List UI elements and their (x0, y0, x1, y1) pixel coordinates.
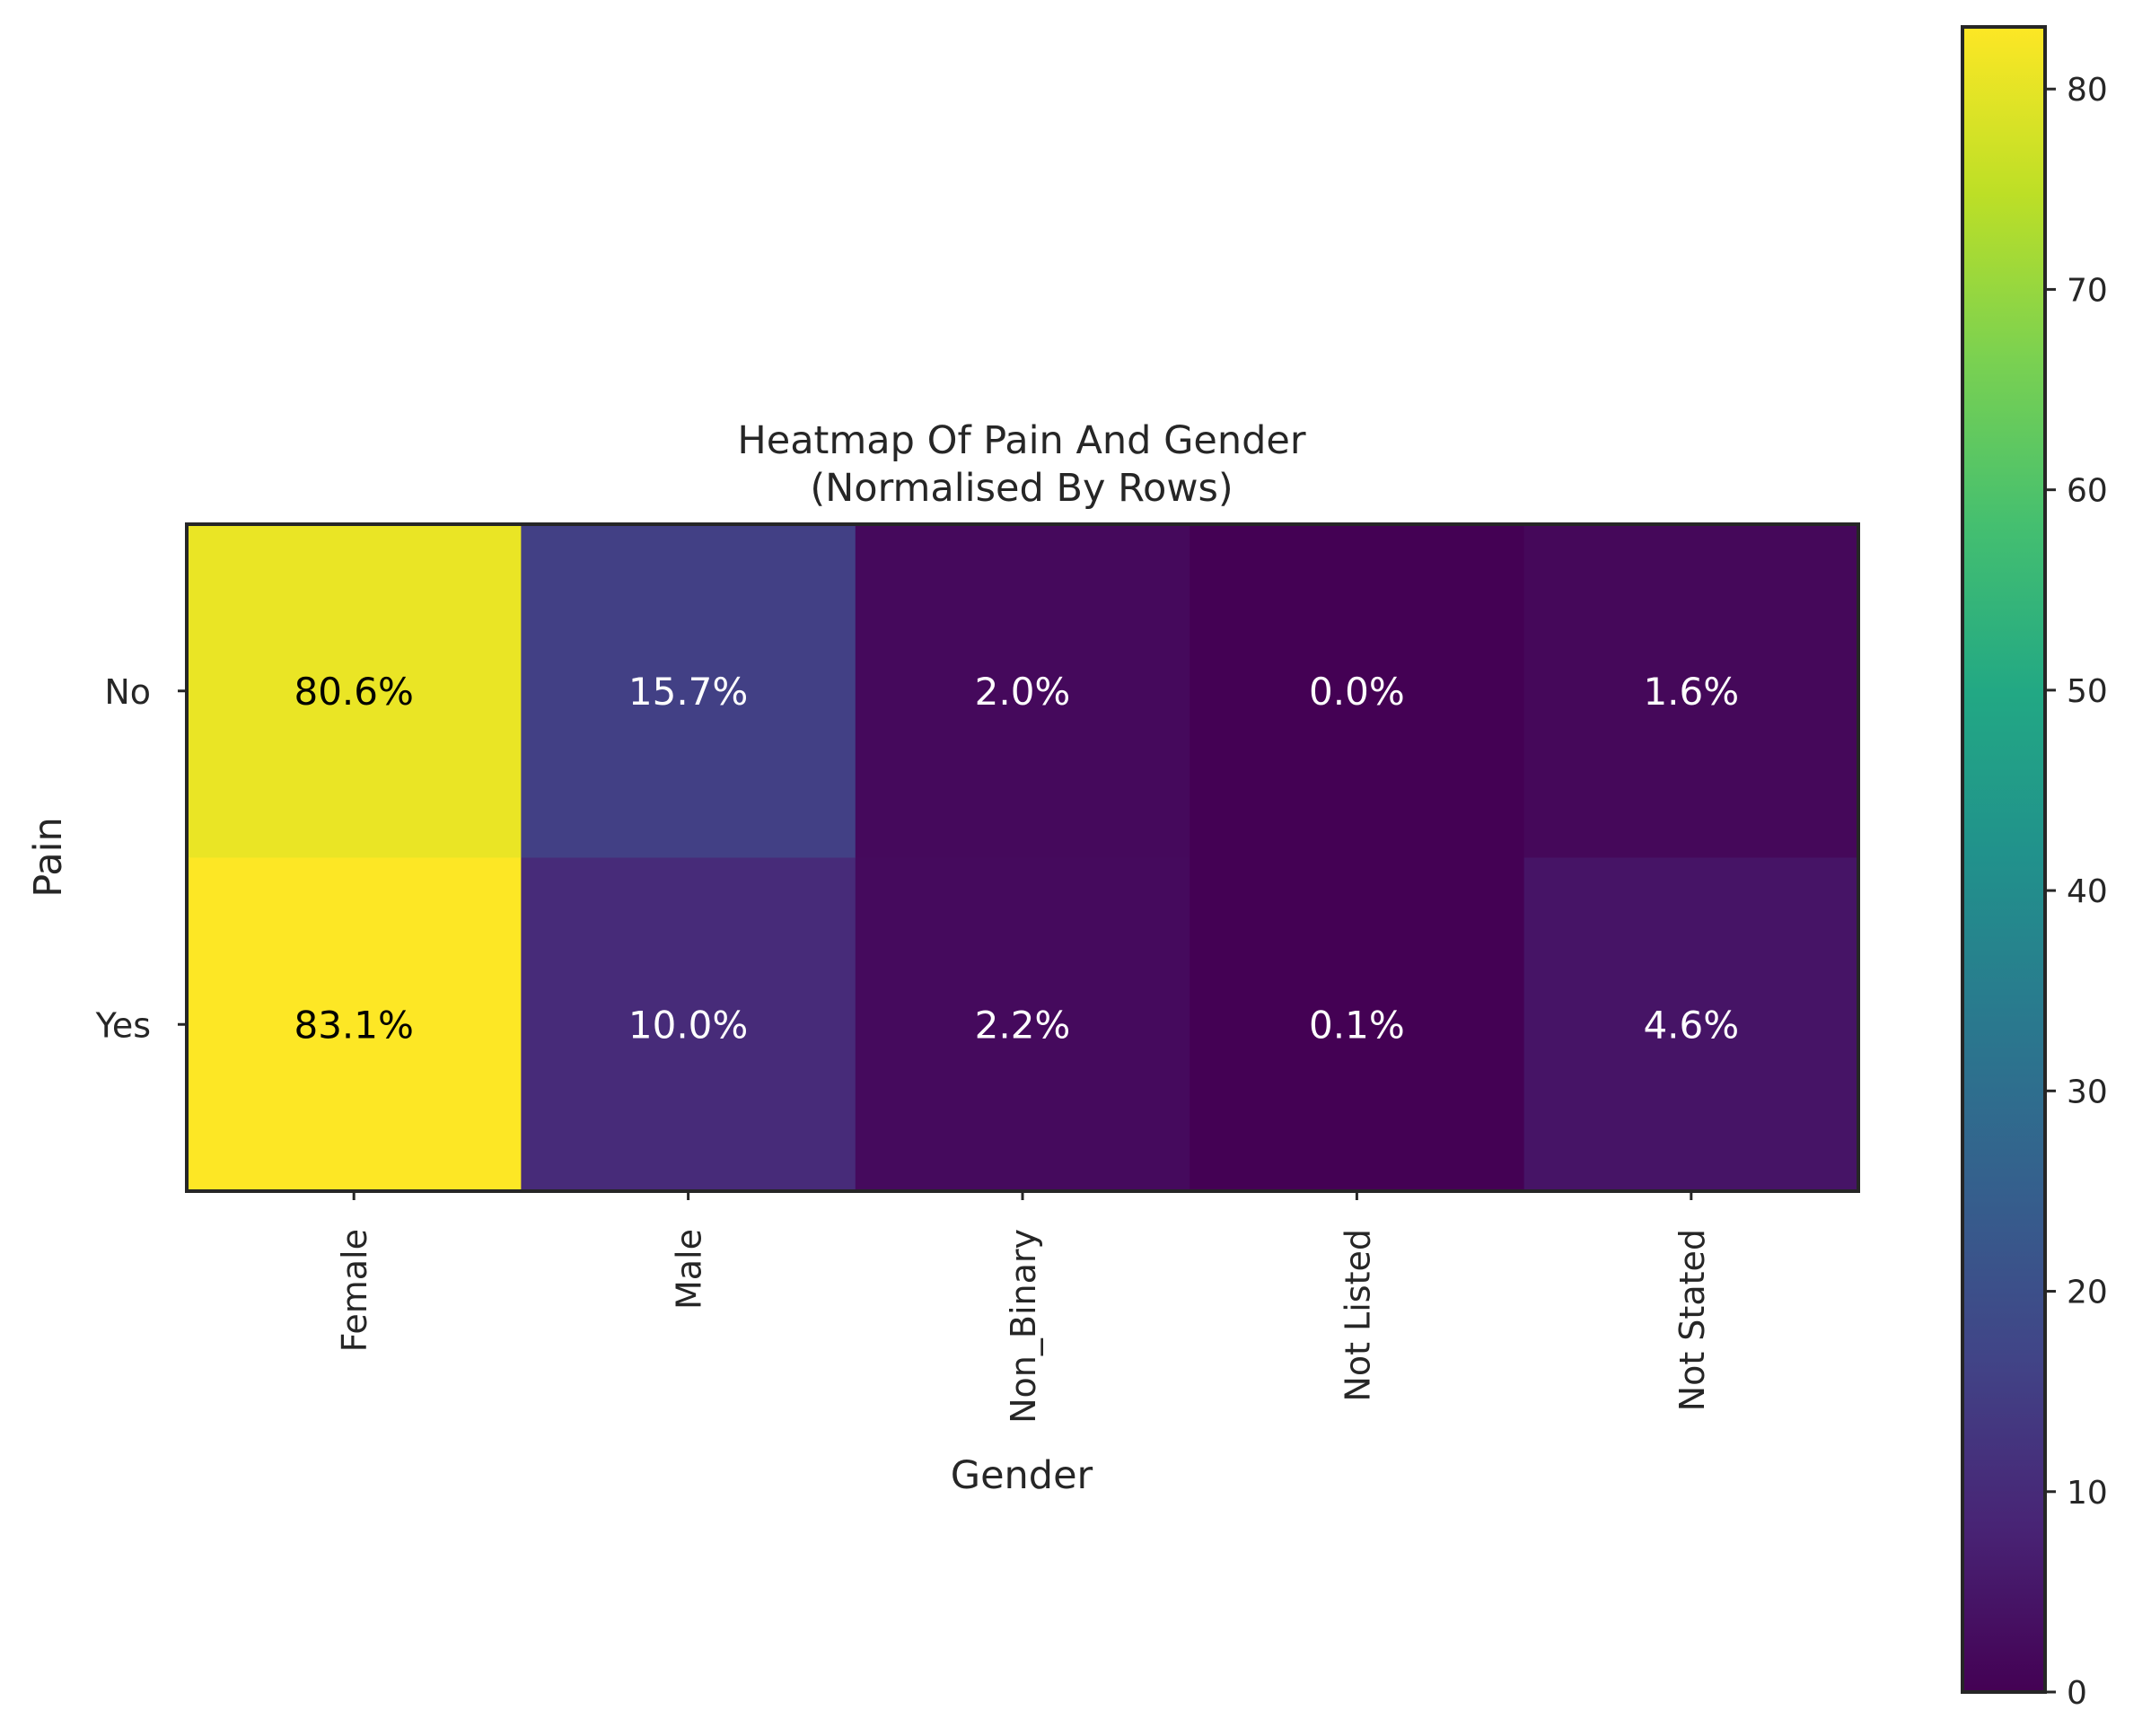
colorbar-tick-label: 40 (2067, 873, 2108, 910)
heatmap-cell-yes-female (187, 857, 522, 1192)
y-tick-labels: No Yes (95, 672, 187, 1045)
cell-label-yes-not-stated: 4.6% (1643, 1003, 1739, 1047)
heatmap-cell-labels: 80.6% 15.7% 2.0% 0.0% 1.6% 83.1% 10.0% 2.2% 0.1%… (294, 670, 1739, 1048)
colorbar-tick-label: 10 (2067, 1475, 2108, 1512)
colorbar-tick-label: 50 (2067, 673, 2108, 710)
chart-title-line-2: (Normalised By Rows) (810, 466, 1233, 511)
colorbar-tick-label: 70 (2067, 272, 2108, 309)
colorbar-tick-label: 0 (2067, 1675, 2087, 1712)
heatmap-cell-no-non-binary (855, 524, 1190, 858)
heatmap-cell-no-male (521, 524, 856, 858)
colorbar (1961, 25, 2047, 1694)
x-tick-labels: Female Male Non_Binary Not Listed Not Stated (335, 1191, 1712, 1424)
cell-label-yes-not-listed: 0.1% (1309, 1003, 1405, 1047)
heatmap-cell-no-not-listed (1190, 524, 1525, 858)
heatmap-cells (187, 524, 1859, 1192)
colorbar-tick-label: 20 (2067, 1275, 2108, 1311)
x-axis-label: Gender (951, 1453, 1093, 1498)
heatmap-cell-yes-not-listed (1190, 857, 1525, 1192)
x-tick-label-female: Female (335, 1229, 374, 1352)
cell-label-yes-male: 10.0% (628, 1003, 748, 1047)
heatmap-cell-no-female (187, 524, 522, 858)
cell-label-no-not-stated: 1.6% (1643, 670, 1739, 714)
chart-title-line-1: Heatmap Of Pain And Gender (737, 418, 1305, 463)
y-tick-label-yes: Yes (95, 1005, 151, 1045)
colorbar-tick-label: 60 (2067, 473, 2108, 510)
cell-label-yes-non-binary: 2.2% (975, 1003, 1071, 1047)
heatmap-cell-yes-non-binary (855, 857, 1190, 1192)
x-tick-label-non-binary: Non_Binary (1004, 1229, 1043, 1424)
y-tick-label-no: No (104, 672, 151, 712)
heatmap-cell-no-not-stated (1523, 524, 1859, 858)
y-axis-label: Pain (26, 817, 71, 898)
colorbar-tick-label: 80 (2067, 72, 2108, 109)
cell-label-no-female: 80.6% (294, 670, 413, 714)
x-tick-label-not-listed: Not Listed (1338, 1229, 1377, 1402)
x-tick-label-male: Male (670, 1229, 709, 1310)
cell-label-yes-female: 83.1% (294, 1003, 413, 1047)
cell-label-no-male: 15.7% (628, 670, 748, 714)
cell-label-no-non-binary: 2.0% (975, 670, 1071, 714)
heatmap-cell-yes-not-stated (1523, 857, 1859, 1192)
x-tick-label-not-stated: Not Stated (1673, 1229, 1712, 1411)
colorbar-ticks: 0 10 20 30 40 50 60 70 80 (2045, 72, 2108, 1712)
heatmap-cell-yes-male (521, 857, 856, 1192)
cell-label-no-not-listed: 0.0% (1309, 670, 1405, 714)
colorbar-tick-label: 30 (2067, 1074, 2108, 1110)
